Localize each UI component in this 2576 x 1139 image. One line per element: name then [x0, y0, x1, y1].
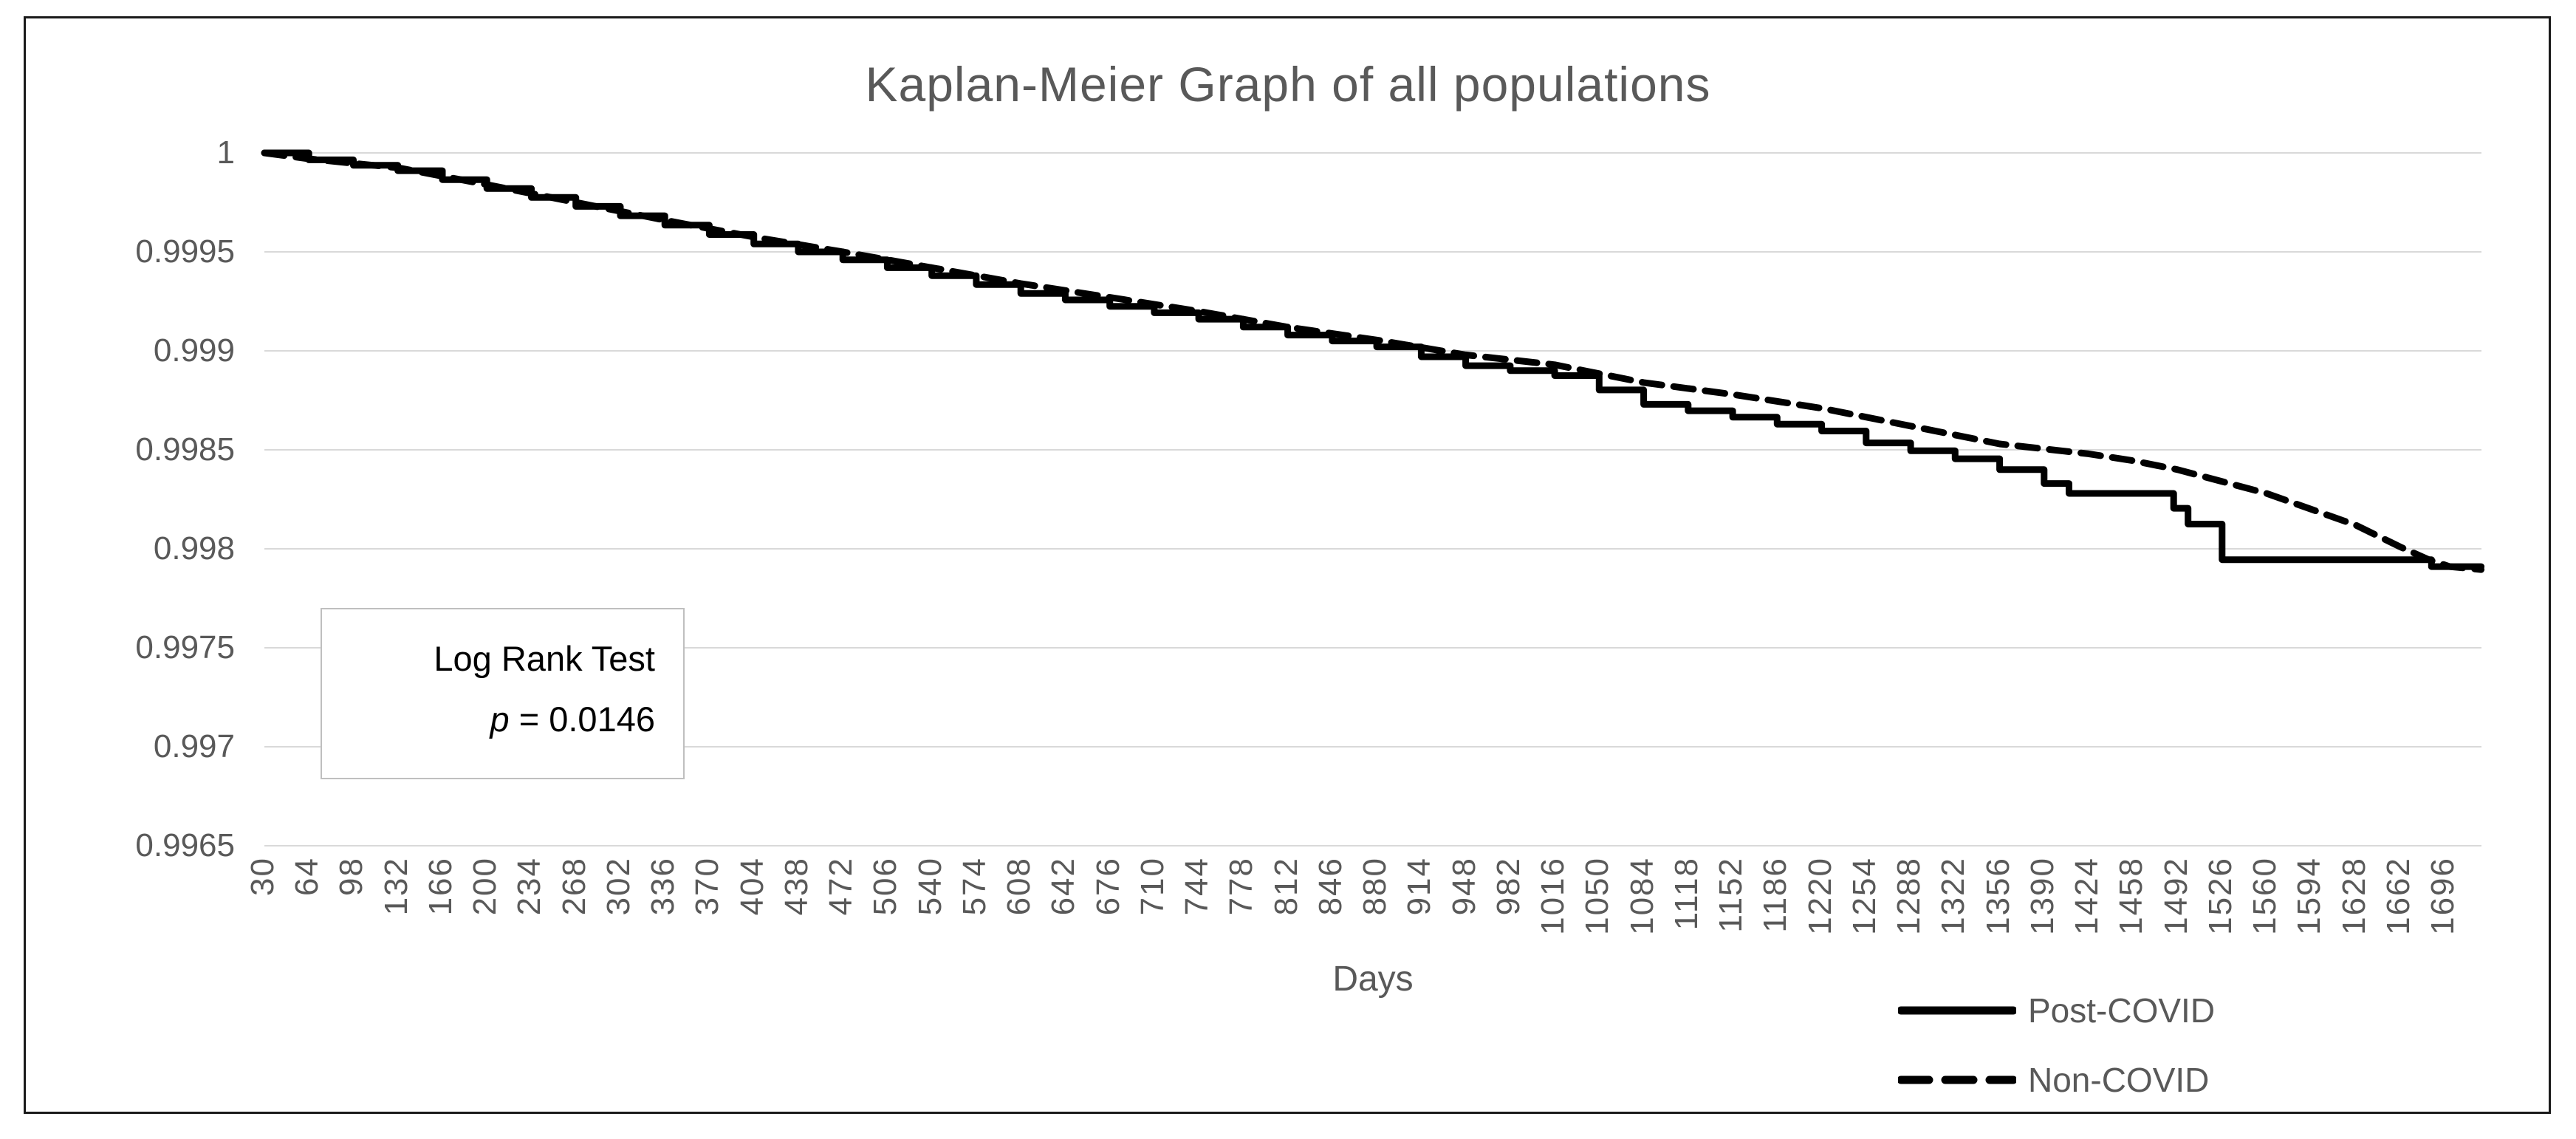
x-tick-label: 1492 [2157, 857, 2194, 935]
log-rank-annotation-box: Log Rank Test p = 0.0146 [321, 608, 685, 779]
legend-item-post-covid: Post-COVID [1898, 988, 2215, 1033]
x-tick-label: 132 [377, 857, 414, 916]
x-tick-label: 336 [645, 857, 682, 916]
x-tick-label: 1526 [2202, 857, 2238, 935]
x-tick-label: 1152 [1713, 857, 1750, 933]
x-tick-label: 302 [600, 857, 637, 916]
x-tick-label: 1118 [1668, 857, 1705, 931]
x-tick-label: 472 [823, 857, 860, 916]
y-tick-label: 0.9975 [135, 629, 235, 666]
x-tick-label: 812 [1267, 857, 1304, 916]
x-tick-label: 710 [1134, 857, 1171, 916]
x-tick-label: 608 [1001, 857, 1038, 916]
y-tick-label: 0.9985 [135, 431, 235, 468]
x-tick-label: 98 [333, 857, 370, 896]
x-axis-title: Days [1332, 960, 1414, 999]
x-tick-label: 268 [555, 857, 592, 916]
x-tick-label: 574 [956, 857, 993, 916]
y-tick-label: 1 [216, 134, 235, 171]
x-tick-label: 948 [1445, 857, 1482, 916]
x-tick-label: 914 [1401, 857, 1438, 916]
legend-label-non-covid: Non-COVID [2028, 1061, 2210, 1099]
x-tick-label: 1560 [2247, 857, 2284, 935]
x-tick-label: 1390 [2024, 857, 2061, 935]
x-tick-label: 1288 [1891, 857, 1928, 935]
x-tick-label: 1220 [1801, 857, 1838, 935]
y-tick-label: 0.997 [153, 728, 235, 765]
y-tick-label: 0.999 [153, 332, 235, 369]
x-tick-label: 778 [1223, 857, 1260, 916]
y-tick-label: 0.9965 [135, 827, 235, 863]
p-value-text: = 0.0146 [509, 700, 655, 739]
x-tick-label: 166 [422, 857, 459, 916]
legend-label-post-covid: Post-COVID [2028, 991, 2216, 1030]
chart-title: Kaplan-Meier Graph of all populations [865, 57, 1711, 112]
x-tick-label: 1050 [1579, 857, 1616, 935]
legend-item-non-covid: Non-COVID [1898, 1058, 2209, 1102]
x-tick-label: 540 [911, 857, 948, 916]
non-covid-curve [261, 149, 2485, 573]
log-rank-title: Log Rank Test [434, 639, 655, 678]
x-tick-label: 1628 [2335, 857, 2372, 935]
post-covid-line-sample [1898, 1006, 2016, 1015]
y-tick-label: 0.9995 [135, 233, 235, 270]
x-tick-label: 642 [1045, 857, 1082, 916]
x-tick-label: 1594 [2291, 857, 2328, 935]
x-tick-label: 1696 [2425, 857, 2461, 935]
x-tick-label: 438 [778, 857, 815, 916]
x-tick-label: 880 [1357, 857, 1394, 916]
x-tick-label: 1084 [1623, 857, 1660, 935]
x-tick-label: 744 [1179, 857, 1216, 916]
x-tick-label: 1662 [2380, 857, 2416, 935]
non-covid-line-sample [1898, 1075, 2016, 1084]
x-tick-label: 846 [1312, 857, 1349, 916]
x-tick-label: 64 [289, 857, 326, 896]
x-tick-label: 506 [867, 857, 904, 916]
x-tick-label: 1254 [1846, 857, 1883, 935]
chart-frame-border [24, 16, 2551, 1114]
x-tick-label: 1186 [1757, 857, 1794, 933]
x-tick-label: 1016 [1535, 857, 1572, 935]
x-tick-label: 1458 [2113, 857, 2150, 935]
x-tick-label: 676 [1089, 857, 1126, 916]
x-tick-label: 982 [1490, 857, 1527, 916]
log-rank-p-value: p = 0.0146 [322, 689, 655, 750]
x-tick-label: 30 [244, 857, 281, 896]
y-tick-label: 0.998 [153, 530, 235, 567]
post-covid-curve [261, 149, 2485, 570]
x-tick-label: 200 [467, 857, 504, 916]
x-tick-label: 1356 [1979, 857, 2016, 935]
p-symbol: p [490, 700, 510, 739]
x-tick-label: 234 [511, 857, 548, 916]
x-tick-label: 370 [689, 857, 726, 916]
x-tick-label: 1322 [1935, 857, 1972, 935]
x-tick-label: 404 [733, 857, 770, 916]
x-tick-label: 1424 [2069, 857, 2106, 935]
